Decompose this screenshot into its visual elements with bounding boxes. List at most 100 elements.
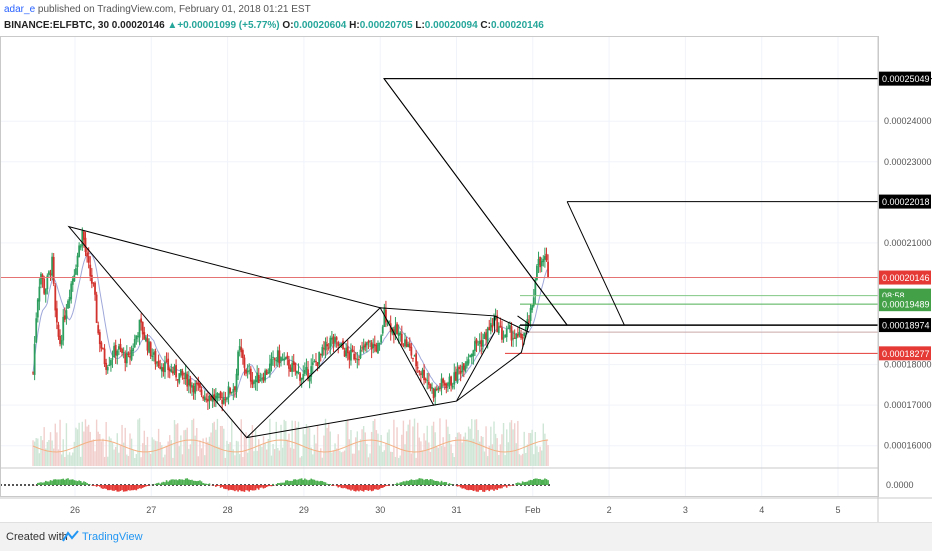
indicator-axis-label: 0.0000 <box>886 480 914 490</box>
indicator-bar <box>88 484 90 485</box>
volume-bar <box>331 453 332 466</box>
candle-body <box>374 344 376 346</box>
candle-body <box>417 367 419 368</box>
volume-bar <box>104 457 105 466</box>
volume-bar <box>156 441 157 466</box>
volume-bar <box>196 428 197 466</box>
volume-bar <box>290 448 291 466</box>
candle-body <box>485 332 487 339</box>
candle-body <box>347 346 349 353</box>
candle-body <box>439 388 441 389</box>
indicator-bar <box>493 485 495 491</box>
candle-body <box>294 363 296 372</box>
price-chart[interactable]: 0.000240000.000230000.000210000.00018000… <box>0 36 932 522</box>
indicator-bar <box>161 482 163 485</box>
volume-bar <box>539 447 540 466</box>
volume-bar <box>301 456 302 466</box>
volume-bar <box>42 440 43 466</box>
volume-bar <box>360 439 361 466</box>
candle-body <box>43 279 45 294</box>
volume-bar <box>366 444 367 466</box>
indicator-bar <box>132 485 134 490</box>
tradingview-link[interactable]: TradingView <box>82 531 143 543</box>
indicator-bar <box>295 479 297 485</box>
candle-body <box>145 337 147 341</box>
candle-body <box>477 344 479 345</box>
volume-bar <box>303 429 304 466</box>
indicator-bar <box>544 478 546 485</box>
volume-bar <box>277 448 278 466</box>
indicator-bar <box>396 483 398 485</box>
indicator-bar <box>309 480 311 485</box>
candle-body <box>542 259 544 262</box>
indicator-bar <box>395 484 397 485</box>
volume-bar <box>199 440 200 466</box>
indicator-bar <box>240 485 242 491</box>
candle-body <box>151 356 153 357</box>
indicator-bar <box>204 484 206 485</box>
candle-body <box>395 325 397 334</box>
volume-bar <box>164 455 165 466</box>
price-label-text: 0.00019489 <box>882 300 930 310</box>
volume-bar <box>320 448 321 466</box>
candle-body <box>59 336 61 344</box>
candle-body <box>124 354 126 363</box>
volume-bar <box>493 422 494 466</box>
created-with-text: Created with <box>6 531 68 543</box>
indicator-bar <box>337 485 339 487</box>
volume-bar <box>357 431 358 466</box>
up-arrow-icon: ▲ <box>167 20 177 31</box>
volume-bar <box>247 453 248 466</box>
indicator-bar <box>199 480 201 485</box>
indicator-bar <box>527 482 529 485</box>
candle-body <box>253 382 255 384</box>
indicator-bar <box>78 480 80 485</box>
indicator-bar <box>56 480 58 485</box>
volume-bar <box>236 441 237 466</box>
volume-bar <box>536 446 537 466</box>
volume-bar <box>382 452 383 466</box>
volume-bar <box>311 448 312 466</box>
candle-body <box>380 335 382 342</box>
candle-body <box>450 376 452 385</box>
candle-body <box>45 289 47 294</box>
indicator-bar <box>148 485 150 486</box>
candle-body <box>155 351 157 364</box>
volume-bar <box>406 431 407 466</box>
indicator-bar <box>369 485 371 490</box>
candle-body <box>412 358 414 359</box>
indicator-bar <box>124 485 126 491</box>
indicator-bar <box>53 479 55 485</box>
volume-bar <box>519 454 520 466</box>
volume-bar <box>498 455 499 466</box>
candle-body <box>507 328 509 329</box>
indicator-bar <box>376 485 378 489</box>
volume-bar <box>153 439 154 466</box>
volume-bar <box>66 423 67 466</box>
indicator-bar <box>101 485 103 488</box>
candle-body <box>329 338 331 348</box>
indicator-bar <box>77 481 79 485</box>
indicator-bar <box>175 479 177 485</box>
indicator-bar <box>245 485 247 490</box>
indicator-bar <box>447 484 449 485</box>
indicator-bar <box>37 483 39 485</box>
volume-bar <box>56 432 57 466</box>
candle-body <box>274 358 276 360</box>
author-link[interactable]: adar_e <box>4 4 35 15</box>
volume-bar <box>175 424 176 466</box>
volume-bar <box>398 458 399 466</box>
volume-bar <box>69 452 70 466</box>
volume-bar <box>223 429 224 466</box>
candle-body <box>218 394 220 395</box>
indicator-bar <box>547 480 549 485</box>
indicator-bar <box>535 478 537 485</box>
high-label: H: <box>349 20 360 31</box>
candle-body <box>355 358 357 359</box>
volume-bar <box>304 434 305 466</box>
volume-bar <box>272 444 273 466</box>
volume-bar <box>39 453 40 466</box>
volume-bar <box>93 439 94 466</box>
indicator-bar <box>85 482 87 485</box>
candle-body <box>131 350 133 360</box>
